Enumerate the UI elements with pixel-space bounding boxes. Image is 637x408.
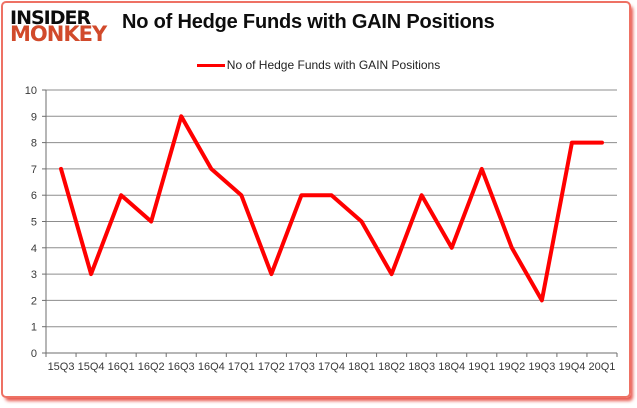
x-tick-label: 16Q2 — [138, 361, 165, 373]
x-tick-label: 19Q4 — [558, 361, 585, 373]
x-tick-label: 18Q4 — [438, 361, 465, 373]
x-tick-label: 18Q2 — [378, 361, 405, 373]
y-tick-label: 10 — [25, 85, 37, 97]
x-tick-label: 17Q4 — [318, 361, 345, 373]
x-tick-label: 17Q3 — [288, 361, 315, 373]
x-tick-label: 15Q4 — [78, 361, 105, 373]
logo-line-insider: INSIDER — [10, 7, 91, 29]
x-tick-label: 19Q1 — [468, 361, 495, 373]
chart-svg: 0 1 2 3 4 5 6 7 8 9 10 15Q3 15Q4 16Q1 16Q2 16Q3 16Q4 17Q1… — [25, 85, 618, 373]
y-tick-label: 7 — [31, 164, 37, 176]
x-tick-label: 17Q2 — [258, 361, 285, 373]
x-tick-label: 18Q3 — [408, 361, 435, 373]
x-tick-label: 15Q3 — [48, 361, 75, 373]
x-tick-label: 17Q1 — [228, 361, 255, 373]
data-line-hedge-funds — [59, 114, 604, 303]
logo-line-monkey: MONKEY — [10, 22, 107, 47]
legend-label: No of Hedge Funds with GAIN Positions — [226, 58, 441, 72]
x-tick-label: 19Q2 — [498, 361, 525, 373]
y-tick-label: 4 — [31, 243, 37, 255]
x-tick-label: 16Q1 — [108, 361, 135, 373]
y-tick-label: 5 — [31, 217, 37, 229]
y-tick-label: 3 — [31, 269, 37, 281]
y-tick-label: 0 — [31, 348, 37, 360]
y-tick-label: 9 — [31, 111, 37, 123]
chart-title: No of Hedge Funds with GAIN Positions — [122, 11, 495, 33]
y-tick-label: 1 — [31, 322, 37, 334]
x-tick-label: 16Q3 — [168, 361, 195, 373]
insider-monkey-logo: INSIDER MONKEY — [10, 7, 118, 47]
legend: No of Hedge Funds with GAIN Positions — [0, 57, 637, 73]
x-tick-label: 20Q1 — [589, 361, 616, 373]
x-tick-label: 16Q4 — [198, 361, 225, 373]
legend-line-swatch — [196, 63, 225, 67]
y-tick-label: 2 — [31, 295, 37, 307]
x-tick-label: 19Q3 — [528, 361, 555, 373]
y-tick-label: 8 — [31, 138, 37, 150]
x-tick-label: 18Q1 — [348, 361, 375, 373]
y-tick-label: 6 — [31, 190, 37, 202]
